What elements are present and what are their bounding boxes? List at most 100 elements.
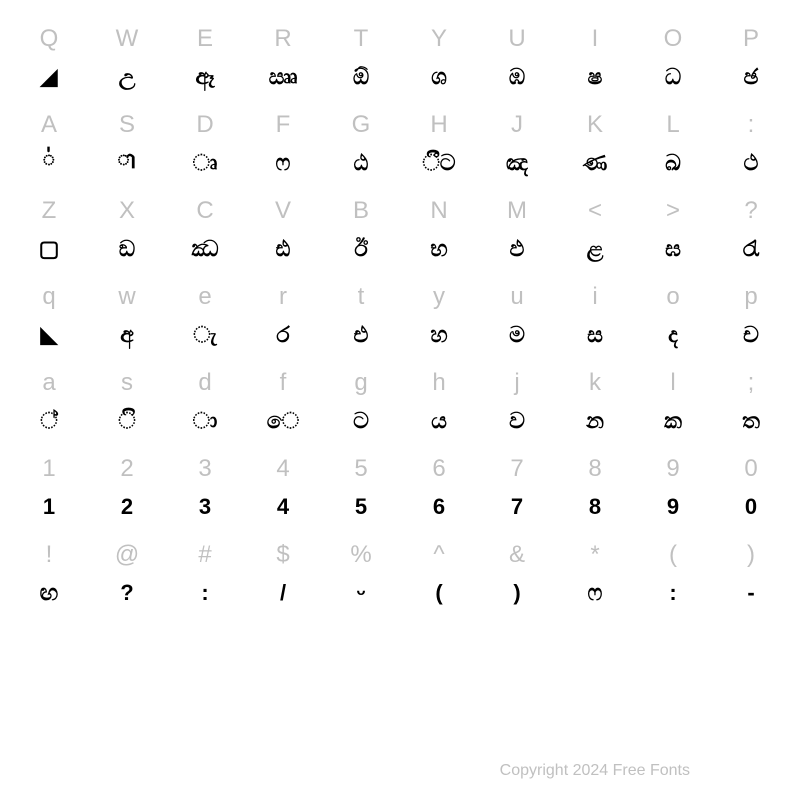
- key-label: o: [666, 278, 679, 316]
- char-cell: 88: [556, 450, 634, 536]
- char-cell: Kණ: [556, 106, 634, 192]
- key-label: 8: [588, 450, 601, 488]
- char-cell: Mඵ: [478, 192, 556, 278]
- key-label: D: [196, 106, 213, 144]
- key-label: H: [430, 106, 447, 144]
- glyph: ?: [120, 574, 133, 612]
- glyph: ෘ: [193, 144, 218, 182]
- key-label: !: [46, 536, 53, 574]
- key-label: j: [514, 364, 519, 402]
- char-cell: a්: [10, 364, 88, 450]
- glyph: ់: [43, 144, 56, 182]
- key-label: l: [670, 364, 675, 402]
- glyph: 1: [43, 488, 55, 526]
- key-label: y: [433, 278, 445, 316]
- key-label: W: [116, 20, 139, 58]
- key-label: :: [748, 106, 755, 144]
- glyph: ෂ: [588, 58, 603, 96]
- key-label: S: [119, 106, 135, 144]
- key-label: <: [588, 192, 602, 230]
- char-cell: iස: [556, 278, 634, 364]
- char-cell: dා: [166, 364, 244, 450]
- char-cell: Iෂ: [556, 20, 634, 106]
- key-label: U: [508, 20, 525, 58]
- glyph: එ: [354, 316, 369, 354]
- char-cell: hය: [400, 364, 478, 450]
- key-label: X: [119, 192, 135, 230]
- key-label: &: [509, 536, 525, 574]
- char-cell: 66: [400, 450, 478, 536]
- char-cell: Lඛ: [634, 106, 712, 192]
- char-cell: Fෆ: [244, 106, 322, 192]
- key-label: N: [430, 192, 447, 230]
- key-label: E: [197, 20, 213, 58]
- glyph: ඨ: [354, 144, 369, 182]
- glyph: අ: [120, 316, 134, 354]
- char-cell: Gඨ: [322, 106, 400, 192]
- glyph: 8: [589, 488, 601, 526]
- char-cell: Rඎ: [244, 20, 322, 106]
- char-cell: eැ: [166, 278, 244, 364]
- glyph: ඎ: [269, 58, 298, 96]
- char-cell: lක: [634, 364, 712, 450]
- key-label: 2: [120, 450, 133, 488]
- key-label: r: [279, 278, 287, 316]
- key-label: M: [507, 192, 527, 230]
- key-label: 0: [744, 450, 757, 488]
- glyph: ණ: [583, 144, 608, 182]
- glyph: උ: [119, 58, 136, 96]
- glyph: ▢: [39, 230, 60, 268]
- char-cell: >ඝ: [634, 192, 712, 278]
- key-label: d: [198, 364, 211, 402]
- glyph: ශ: [431, 58, 447, 96]
- key-label: *: [590, 536, 599, 574]
- key-label: 4: [276, 450, 289, 488]
- char-cell: *ෆ: [556, 536, 634, 622]
- char-cell: Yශ: [400, 20, 478, 106]
- key-label: ?: [744, 192, 757, 230]
- glyph: ඵ: [510, 230, 525, 268]
- glyph: ᵕ: [356, 574, 365, 612]
- char-cell: A់: [10, 106, 88, 192]
- key-label: %: [350, 536, 371, 574]
- char-cell: pච: [712, 278, 790, 364]
- glyph: ්: [40, 402, 57, 440]
- char-cell: uම: [478, 278, 556, 364]
- glyph: ඡ: [744, 58, 759, 96]
- key-label: 6: [432, 450, 445, 488]
- char-cell: )-: [712, 536, 790, 622]
- char-cell: Bඊ: [322, 192, 400, 278]
- glyph: /: [280, 574, 286, 612]
- key-label: 7: [510, 450, 523, 488]
- char-cell: fෙ: [244, 364, 322, 450]
- char-cell: 44: [244, 450, 322, 536]
- char-cell: $/: [244, 536, 322, 622]
- glyph: ැ: [193, 316, 217, 354]
- glyph: ෆ: [276, 144, 291, 182]
- char-cell: ?රැ: [712, 192, 790, 278]
- key-label: ;: [748, 364, 755, 402]
- glyph: ත: [742, 402, 760, 440]
- key-label: ^: [433, 536, 444, 574]
- char-cell: Cඣ: [166, 192, 244, 278]
- char-cell: :ථ: [712, 106, 790, 192]
- char-cell: Vඪ: [244, 192, 322, 278]
- glyph: ෆ: [588, 574, 603, 612]
- glyph: ෙ: [267, 402, 299, 440]
- glyph: භ: [430, 230, 447, 268]
- char-cell: q◣: [10, 278, 88, 364]
- glyph: ඣ: [191, 230, 218, 268]
- glyph: ា: [117, 144, 136, 182]
- char-cell: jව: [478, 364, 556, 450]
- key-label: u: [510, 278, 523, 316]
- char-cell: 77: [478, 450, 556, 536]
- char-cell: Tඕ: [322, 20, 400, 106]
- key-label: k: [589, 364, 601, 402]
- key-label: a: [42, 364, 55, 402]
- glyph: 5: [355, 488, 367, 526]
- glyph: ීට: [422, 144, 455, 182]
- glyph: ස: [587, 316, 603, 354]
- copyright-text: Copyright 2024 Free Fonts: [500, 762, 690, 780]
- char-cell: #:: [166, 536, 244, 622]
- key-label: I: [592, 20, 599, 58]
